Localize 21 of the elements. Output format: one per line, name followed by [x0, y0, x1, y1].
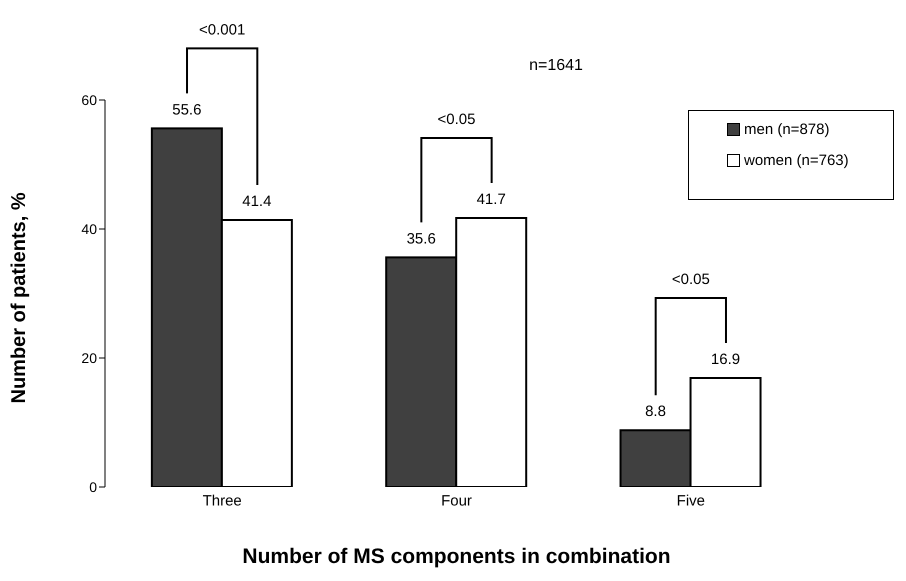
annotation: <0.05	[672, 270, 710, 288]
data-label: 8.8	[645, 403, 666, 420]
x-tick-label: Five	[676, 492, 706, 510]
annotation: <0.05	[438, 111, 476, 128]
y-tick-label: 20	[81, 350, 98, 366]
y-tick-label: 40	[81, 220, 98, 237]
legend-label: men (n=878)	[744, 121, 830, 138]
x-tick-label: Four	[441, 492, 472, 510]
y-axis-title: Number of patients, %	[8, 192, 30, 404]
data-label: 16.9	[710, 350, 740, 368]
x-axis-title: Number of MS components in combination	[242, 545, 671, 568]
data-label: 41.4	[242, 192, 272, 210]
text: n=1641	[529, 57, 584, 74]
text: <0.001	[199, 21, 246, 38]
data-label: 55.6	[172, 101, 202, 118]
legend-label: women (n=763)	[744, 152, 849, 169]
data-label: 41.7	[476, 191, 506, 208]
x-tick-label: Three	[202, 492, 242, 510]
y-tick-label: 60	[81, 92, 98, 108]
y-tick-label: 0	[89, 478, 98, 495]
data-label: 35.6	[406, 230, 436, 248]
